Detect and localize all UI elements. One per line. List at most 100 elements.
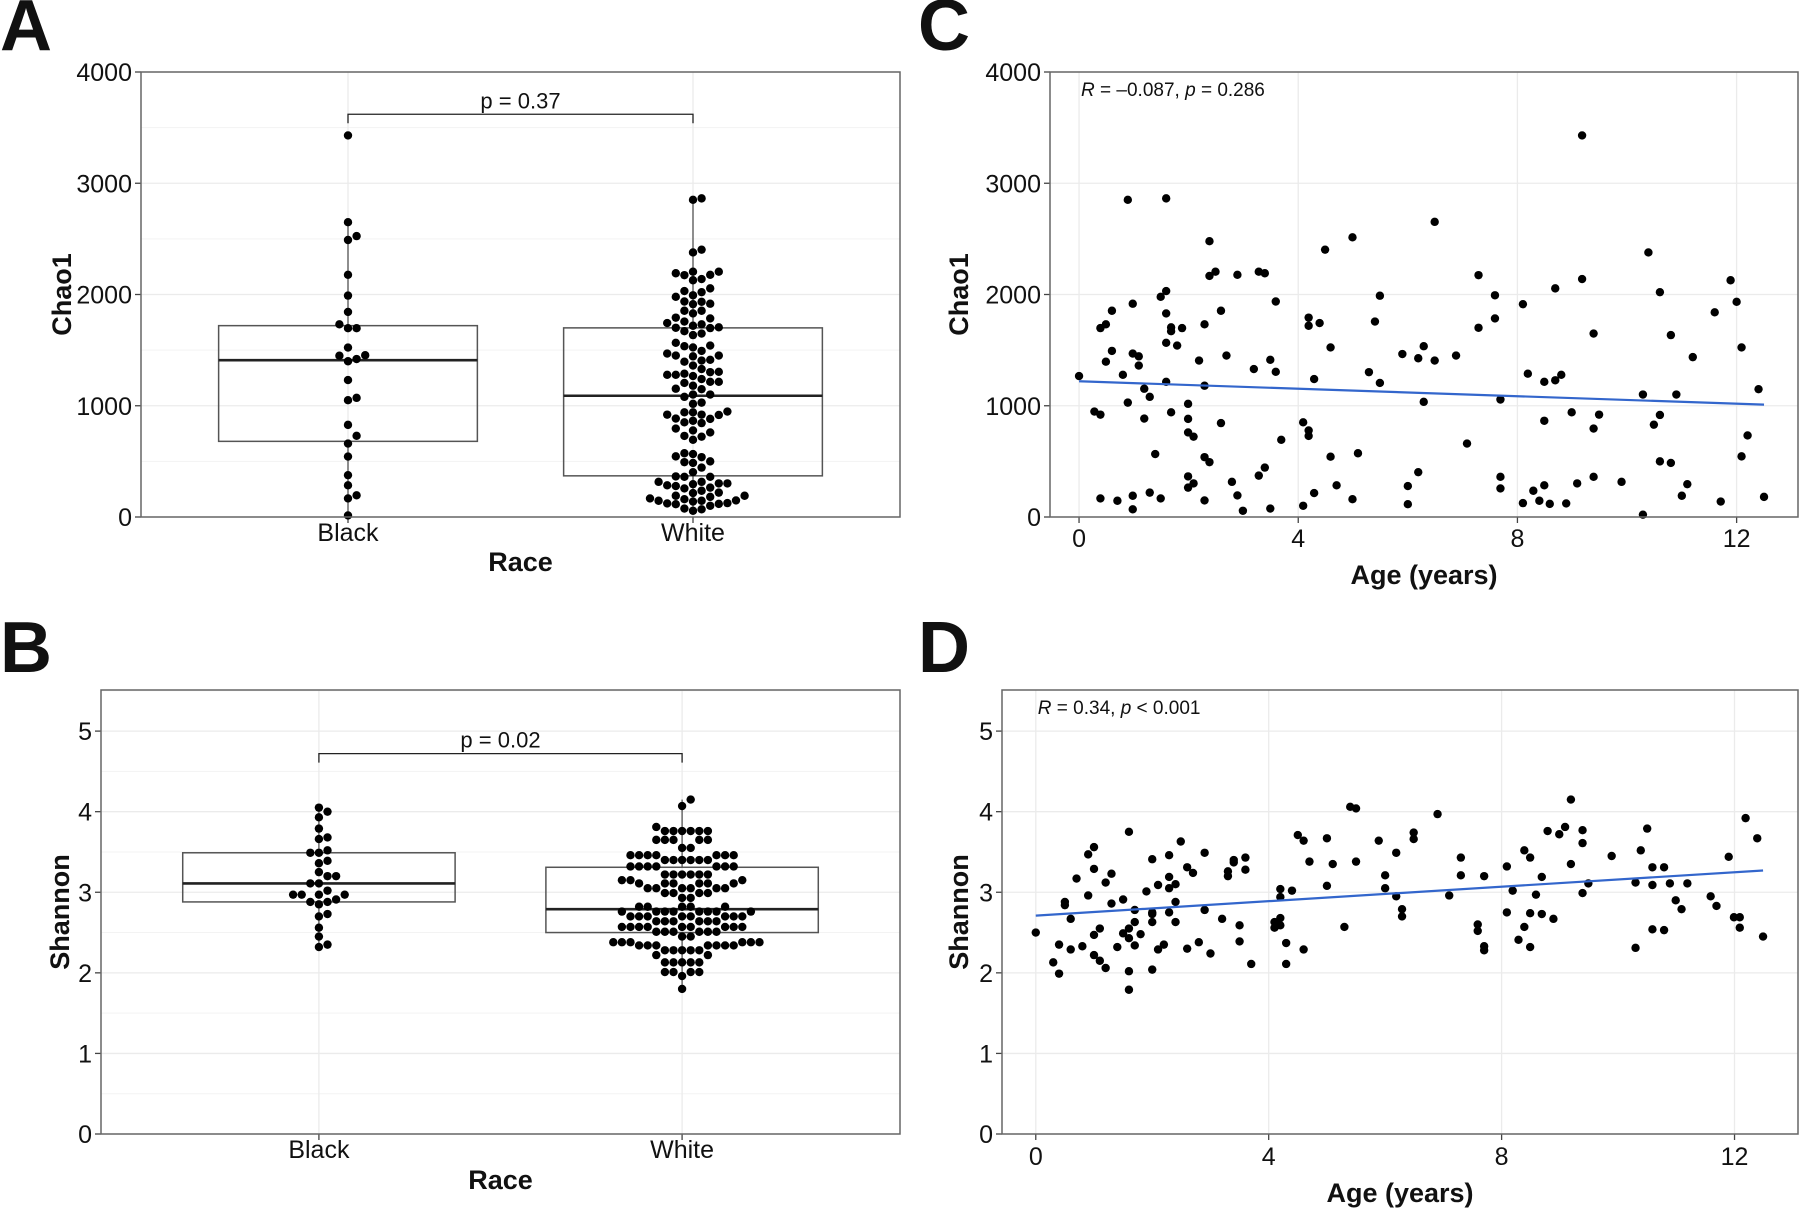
data-point	[314, 848, 324, 857]
data-point	[671, 351, 680, 360]
data-point	[314, 859, 324, 868]
data-point	[660, 879, 670, 888]
y-tick-label: 2000	[76, 282, 132, 310]
data-point	[1659, 863, 1669, 872]
data-point	[703, 907, 713, 916]
data-point	[680, 392, 689, 402]
data-point	[677, 922, 687, 932]
data-point	[1607, 851, 1616, 861]
data-point	[1107, 306, 1117, 315]
data-point	[729, 912, 738, 921]
data-point	[314, 834, 324, 844]
data-point	[1712, 901, 1721, 911]
data-point	[1159, 940, 1169, 949]
panel-a: A 0 1000 2000 3000 4000 Black White Race Chao1 p =…	[0, 0, 901, 577]
data-point	[697, 245, 706, 254]
data-point	[1095, 924, 1105, 933]
data-point	[1671, 896, 1680, 905]
data-point	[1578, 838, 1587, 848]
data-point	[1107, 869, 1116, 878]
data-point	[1737, 452, 1746, 461]
data-point	[1124, 985, 1134, 994]
data-point	[1451, 351, 1461, 360]
data-point	[1322, 881, 1332, 891]
data-point	[343, 343, 353, 352]
y-axis-title: Shannon	[45, 854, 75, 970]
data-point	[1490, 291, 1500, 300]
data-point	[1161, 286, 1171, 296]
data-point	[1644, 248, 1653, 257]
y-tick-label: 0	[979, 1121, 993, 1149]
data-point	[1124, 933, 1134, 943]
data-point	[688, 371, 698, 381]
data-point	[1254, 471, 1263, 480]
y-tick-label: 3000	[76, 170, 132, 198]
data-point	[1161, 338, 1171, 347]
data-point	[1353, 449, 1363, 458]
data-point	[1348, 495, 1357, 504]
data-point	[686, 893, 695, 903]
data-point	[1351, 804, 1361, 813]
data-point	[714, 488, 723, 497]
data-point	[1166, 408, 1176, 417]
data-point	[1759, 492, 1769, 502]
data-point	[706, 428, 715, 437]
data-point	[1397, 912, 1407, 921]
x-tick-label: 4	[1291, 525, 1305, 553]
stat-symbol: p	[1184, 80, 1196, 101]
data-point	[1140, 414, 1149, 423]
data-point	[1171, 897, 1180, 907]
data-point	[343, 511, 353, 520]
x-tick-label: Black	[288, 1136, 350, 1164]
data-point	[706, 367, 715, 377]
data-point	[680, 317, 689, 326]
data-point	[1683, 479, 1692, 489]
stat-value: = 0.286	[1196, 80, 1265, 101]
data-point	[1326, 452, 1335, 461]
data-point	[1473, 920, 1482, 929]
data-point	[1537, 909, 1546, 919]
data-point	[1525, 942, 1535, 952]
data-point	[652, 927, 661, 936]
data-point	[634, 922, 644, 932]
data-point	[746, 938, 756, 947]
data-point	[652, 850, 661, 860]
data-point	[660, 826, 670, 836]
data-point	[1200, 848, 1209, 857]
data-point	[1124, 924, 1134, 933]
data-point	[714, 479, 723, 488]
data-point	[1164, 850, 1174, 860]
data-point	[697, 463, 706, 472]
data-point	[1072, 874, 1081, 883]
data-point	[1508, 886, 1517, 895]
data-point	[314, 879, 324, 888]
data-point	[1156, 494, 1165, 503]
data-point	[634, 912, 644, 921]
data-point	[626, 875, 635, 885]
y-tick-label: 0	[78, 1121, 92, 1149]
data-point	[1529, 486, 1538, 495]
data-point	[1348, 233, 1357, 242]
data-point	[1096, 494, 1105, 503]
data-point	[1479, 946, 1489, 955]
data-point	[1566, 795, 1576, 804]
data-point	[1716, 497, 1725, 506]
data-point	[1397, 904, 1407, 914]
x-axis-title: Race	[468, 1165, 533, 1195]
data-point	[740, 491, 749, 500]
data-point	[695, 826, 704, 836]
data-point	[1183, 399, 1193, 409]
data-point	[660, 927, 670, 936]
data-point	[669, 927, 678, 936]
significance-bracket	[318, 753, 683, 763]
data-point	[688, 267, 698, 276]
data-point	[288, 890, 298, 899]
data-point	[323, 856, 332, 866]
data-point	[729, 941, 738, 950]
data-point	[1130, 917, 1139, 927]
data-point	[720, 941, 730, 950]
data-point	[626, 850, 635, 860]
data-point	[314, 912, 324, 921]
data-point	[660, 870, 670, 879]
data-point	[1054, 940, 1064, 949]
